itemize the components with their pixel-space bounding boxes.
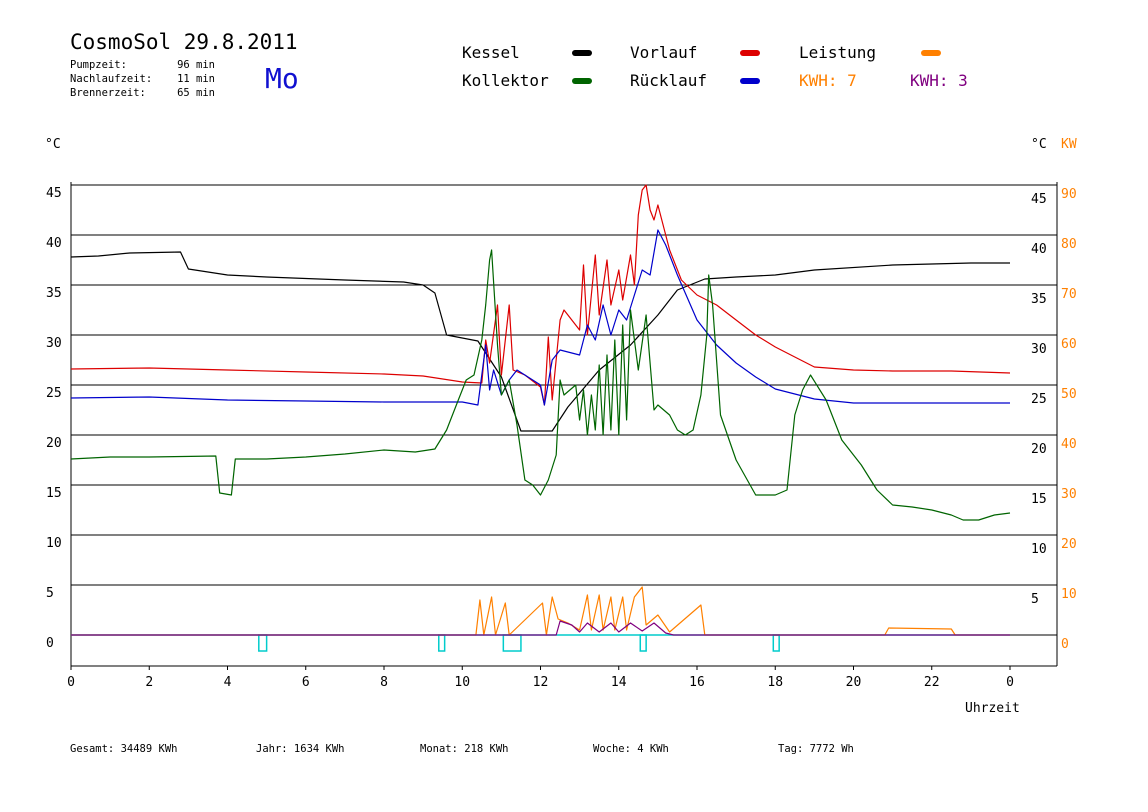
x-tick-label: 16 <box>689 675 705 690</box>
footer-monat: Monat: 218 KWh <box>420 743 509 755</box>
x-tick-label: 8 <box>380 675 388 690</box>
y-tick-label-kw: 30 <box>1061 487 1077 502</box>
stat-value: 65 min <box>177 87 215 99</box>
right-axis-unit-kw: KW <box>1061 137 1077 152</box>
x-tick-label: 6 <box>302 675 310 690</box>
y-tick-label-right: 10 <box>1031 542 1047 557</box>
y-tick-label-kw: 90 <box>1061 187 1077 202</box>
runtime-stats: Pumpzeit: 96 min Nachlaufzeit: 11 min Bren… <box>70 58 215 100</box>
y-tick-label-kw: 20 <box>1061 537 1077 552</box>
y-tick-label-left: 15 <box>46 486 62 501</box>
stat-value: 11 min <box>177 73 215 85</box>
y-tick-label-right: 20 <box>1031 442 1047 457</box>
x-tick-label: 20 <box>846 675 862 690</box>
legend-kessel-label: Kessel <box>462 43 520 62</box>
y-tick-label-right: 30 <box>1031 342 1047 357</box>
y-tick-label-left: 10 <box>46 536 62 551</box>
x-tick-label: 14 <box>611 675 627 690</box>
footer-gesamt: Gesamt: 34489 KWh <box>70 743 178 755</box>
weekday-label: Mo <box>265 62 299 95</box>
stat-pumpzeit: Pumpzeit: 96 min <box>70 58 215 72</box>
y-tick-label-kw: 70 <box>1061 287 1077 302</box>
footer-woche: Woche: 4 KWh <box>593 743 669 755</box>
stat-nachlaufzeit: Nachlaufzeit: 11 min <box>70 72 215 86</box>
right-axis-unit-c: °C <box>1031 137 1047 152</box>
y-tick-label-left: 40 <box>46 236 62 251</box>
y-tick-label-kw: 80 <box>1061 237 1077 252</box>
legend-leistung-swatch <box>921 50 941 56</box>
x-tick-label: 10 <box>454 675 470 690</box>
legend-kwh-purple: KWH: 3 <box>910 71 968 90</box>
series-kessel <box>70 251 1010 432</box>
x-tick-label: 22 <box>924 675 940 690</box>
y-tick-label-right: 45 <box>1031 192 1047 207</box>
stat-value: 96 min <box>177 59 215 71</box>
pump-block <box>502 634 522 652</box>
series-kwh <box>71 620 1010 636</box>
x-tick-label: 4 <box>224 675 232 690</box>
y-tick-label-right: 15 <box>1031 492 1047 507</box>
y-tick-label-left: 35 <box>46 286 62 301</box>
stat-label: Pumpzeit: <box>70 59 127 71</box>
x-tick-label: 2 <box>145 675 153 690</box>
y-tick-label-right: 40 <box>1031 242 1047 257</box>
stat-brennerzeit: Brennerzeit: 65 min <box>70 86 215 100</box>
legend-vorlauf-swatch <box>740 50 760 56</box>
legend-ruecklauf-label: Rücklauf <box>630 71 708 90</box>
legend-ruecklauf-swatch <box>740 78 760 84</box>
y-tick-label-kw: 60 <box>1061 337 1077 352</box>
x-tick-label: 18 <box>767 675 783 690</box>
y-tick-label-left: 20 <box>46 436 62 451</box>
y-tick-label-right: 5 <box>1031 592 1039 607</box>
y-tick-label-left: 30 <box>46 336 62 351</box>
stat-label: Nachlaufzeit: <box>70 73 153 85</box>
stat-label: Brennerzeit: <box>70 87 146 99</box>
x-axis-label: Uhrzeit <box>965 701 1020 716</box>
series-ruecklauf <box>70 229 1010 406</box>
y-tick-label-kw: 40 <box>1061 437 1077 452</box>
footer-jahr: Jahr: 1634 KWh <box>256 743 345 755</box>
y-tick-label-right: 25 <box>1031 392 1047 407</box>
legend-vorlauf-label: Vorlauf <box>630 43 698 62</box>
series-leistung <box>71 586 1010 636</box>
x-tick-label: 0 <box>67 675 75 690</box>
y-tick-label-left: 0 <box>46 636 54 651</box>
legend-leistung-label: Leistung <box>799 43 877 62</box>
y-tick-label-left: 5 <box>46 586 54 601</box>
footer-tag: Tag: 7772 Wh <box>778 743 854 755</box>
left-axis-unit: °C <box>45 137 61 152</box>
pump-block <box>438 634 446 652</box>
pump-block <box>772 634 780 652</box>
series-vorlauf <box>70 184 1011 406</box>
y-tick-label-left: 25 <box>46 386 62 401</box>
y-tick-label-kw: 50 <box>1061 387 1077 402</box>
legend-kollektor-swatch <box>572 78 592 84</box>
series-kollektor <box>70 249 1011 521</box>
y-tick-label-kw: 10 <box>1061 587 1077 602</box>
y-tick-label-right: 35 <box>1031 292 1047 307</box>
legend-kessel-swatch <box>572 50 592 56</box>
legend-kollektor-label: Kollektor <box>462 71 549 90</box>
y-tick-label-left: 45 <box>46 186 62 201</box>
chart-title: CosmoSol 29.8.2011 <box>70 30 298 54</box>
x-tick-label: 12 <box>533 675 549 690</box>
x-tick-label: 0 <box>1006 675 1014 690</box>
legend-kwh-orange: KWH: 7 <box>799 71 857 90</box>
pump-block <box>258 634 268 652</box>
y-tick-label-kw: 0 <box>1061 637 1069 652</box>
pump-block <box>639 634 647 652</box>
